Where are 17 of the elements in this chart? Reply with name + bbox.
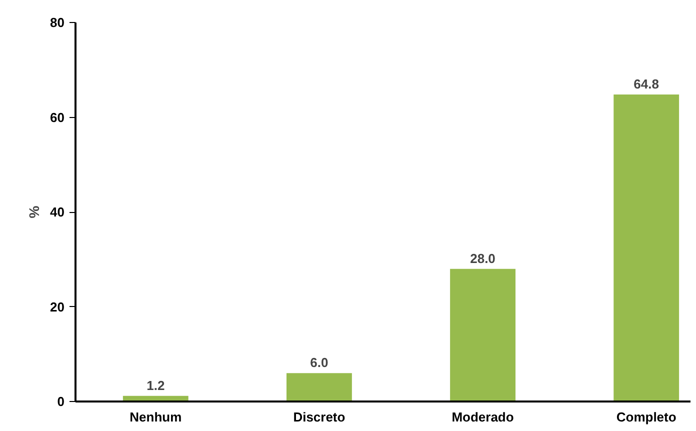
bar: [286, 373, 352, 402]
y-tick-label: 80: [50, 15, 65, 30]
x-tick-label: Completo: [616, 410, 676, 424]
data-label: 64.8: [634, 76, 659, 92]
y-axis-title: %: [26, 205, 42, 218]
bar: [450, 268, 516, 402]
data-label: 28.0: [470, 250, 496, 266]
x-tick-label: Moderado: [452, 410, 514, 424]
y-tick-label: 40: [50, 204, 65, 220]
x-tick-label: Discreto: [293, 410, 346, 424]
data-label: 1.2: [146, 378, 165, 393]
y-tick-label: 20: [50, 299, 65, 314]
data-label: 6.0: [310, 355, 328, 370]
y-tick-label: 0: [57, 394, 65, 409]
x-tick-label: Nenhum: [130, 410, 182, 424]
y-tick-label: 60: [50, 110, 65, 125]
bar: [614, 94, 680, 402]
